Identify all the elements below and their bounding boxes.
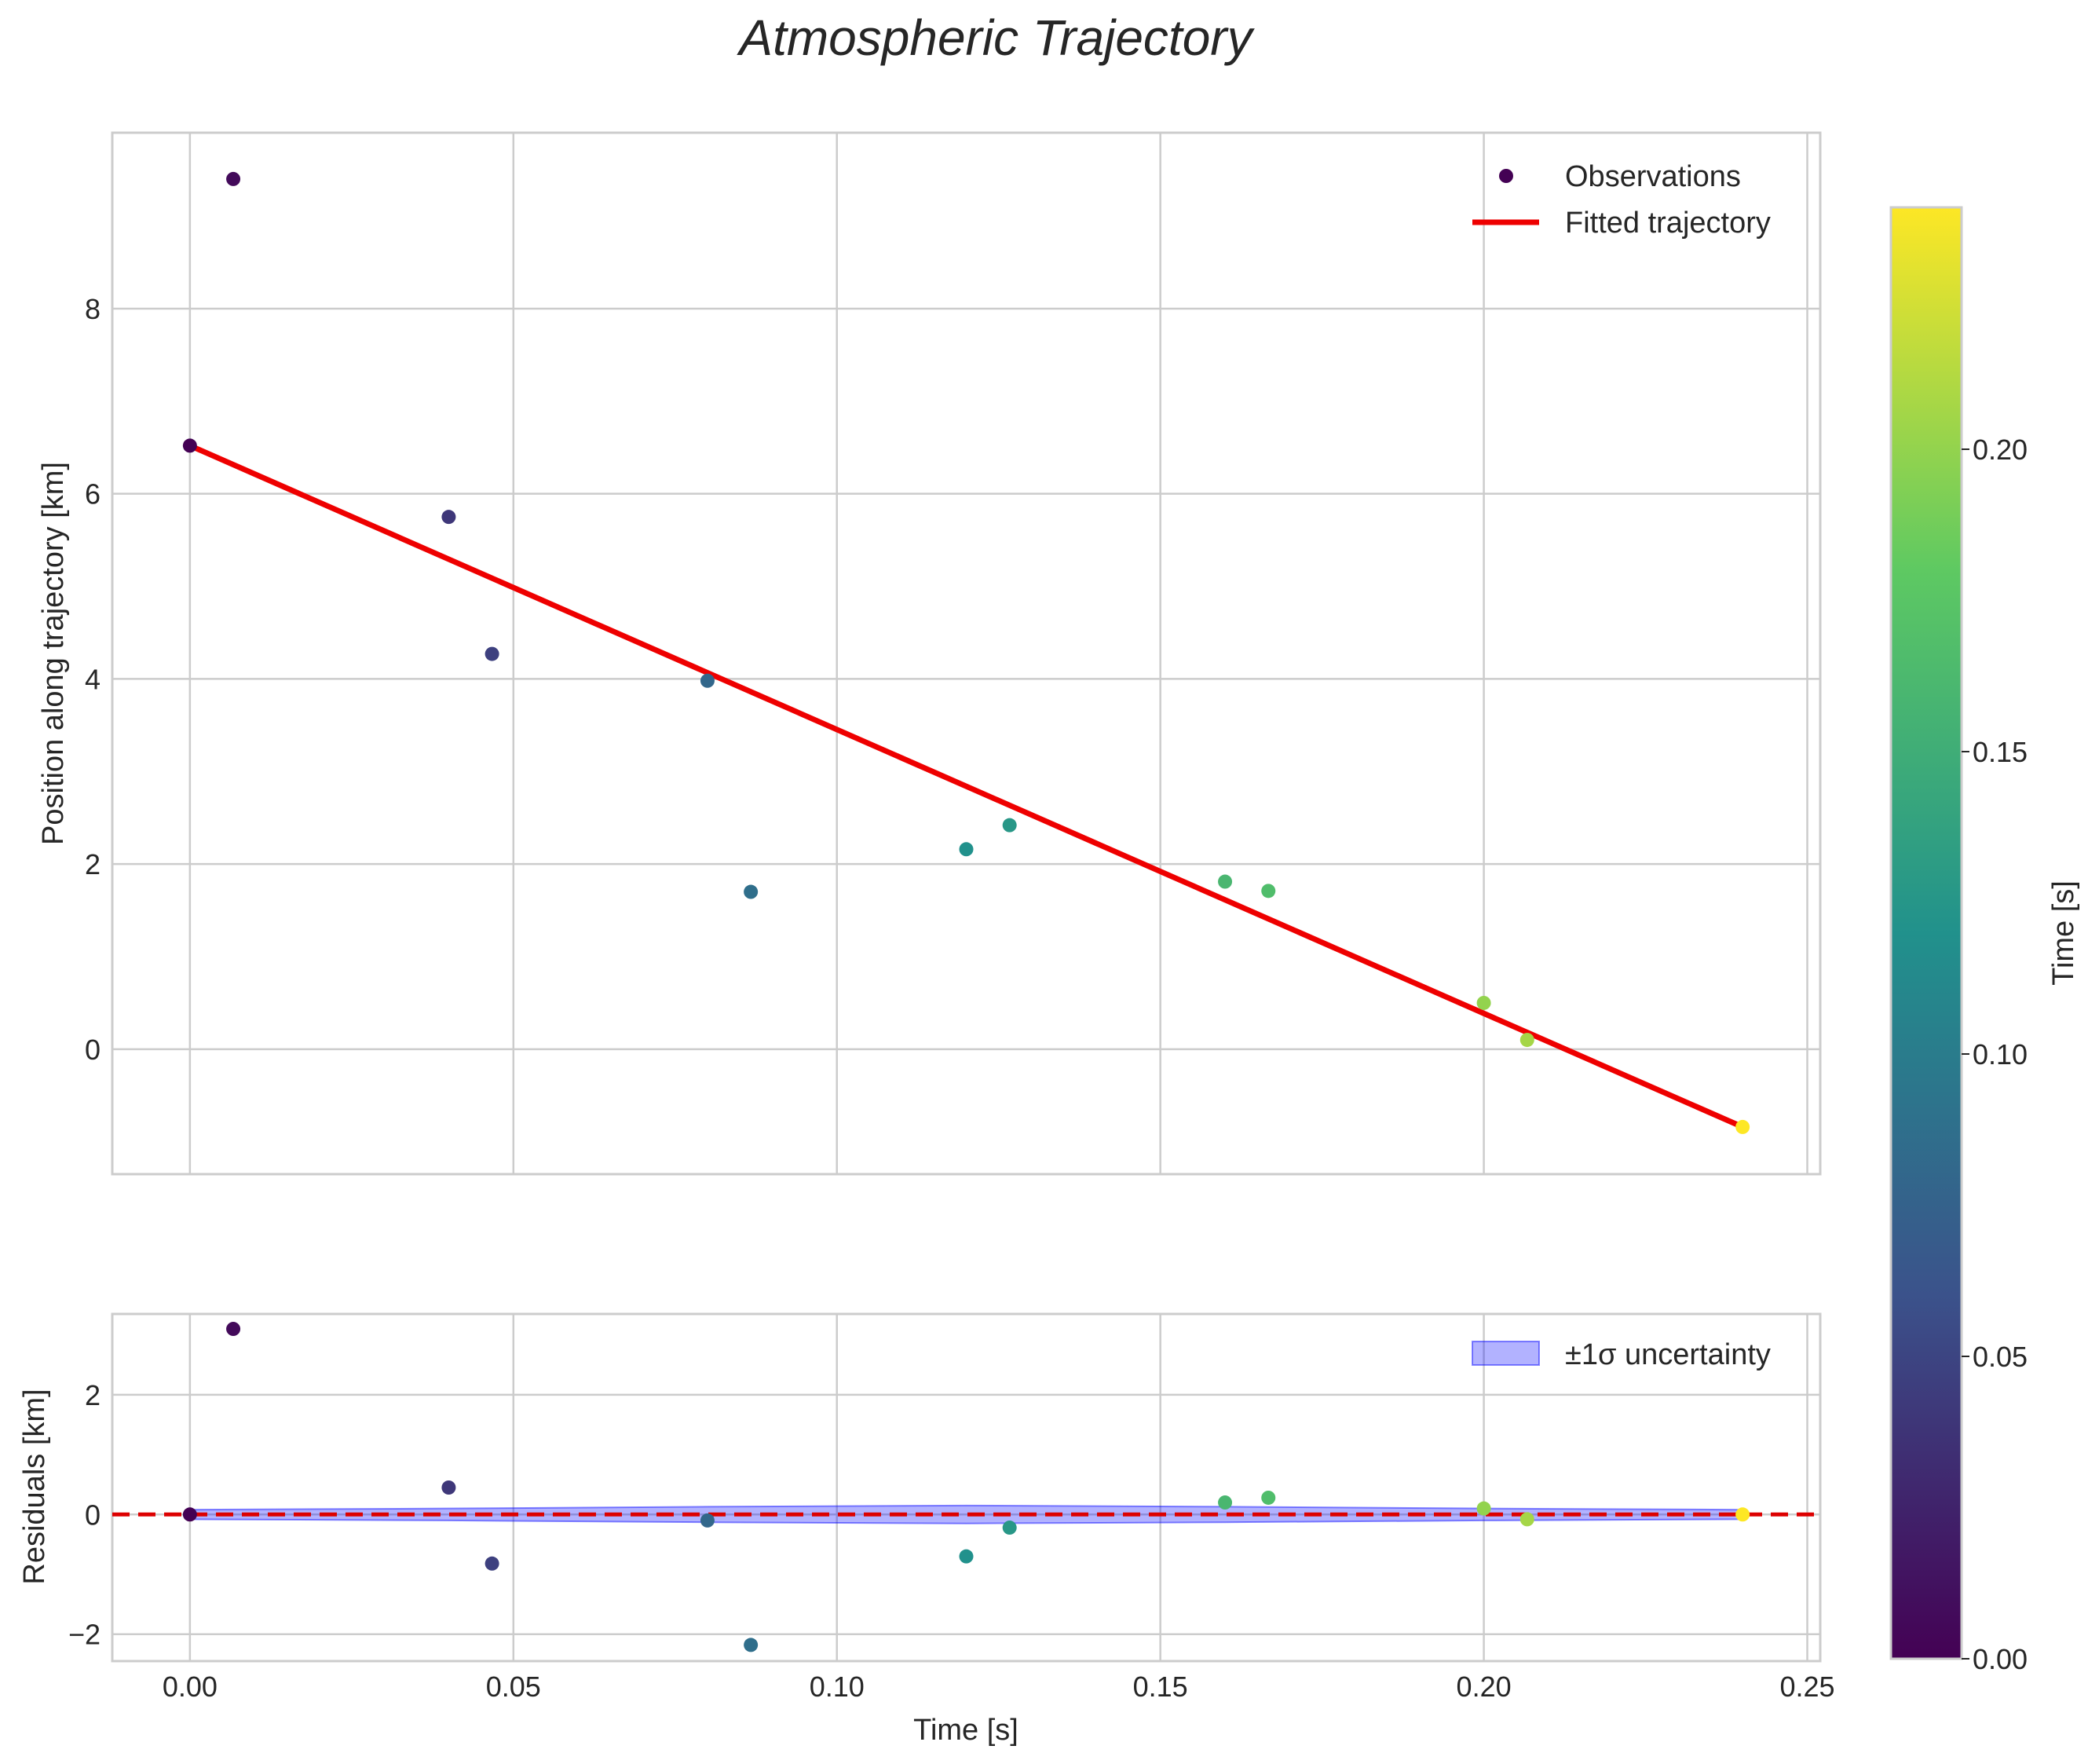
observation-point <box>959 842 974 857</box>
bottom-y-ticks: −2 0 2 <box>68 1379 101 1651</box>
residual-point <box>1519 1512 1534 1527</box>
top-y-axis-label: Position along trajectory [km] <box>37 462 70 845</box>
colorbar-tick-label: 0.00 <box>1973 1643 2028 1675</box>
observation-point <box>700 673 715 688</box>
residual-point <box>1735 1507 1750 1522</box>
top-y-tick-label: 0 <box>85 1034 101 1066</box>
x-tick-label: 0.10 <box>810 1671 865 1703</box>
observation-point <box>1218 874 1233 889</box>
residual-point <box>1261 1490 1276 1505</box>
colorbar-tick-label: 0.15 <box>1973 736 2028 768</box>
top-grid <box>112 133 1820 1174</box>
observation-point <box>182 438 197 453</box>
colorbar-ticks: 0.00 0.05 0.10 0.15 0.20 <box>1962 434 2028 1675</box>
observation-point <box>1519 1033 1534 1048</box>
observation-point <box>1002 818 1017 833</box>
bottom-grid <box>112 1314 1820 1661</box>
bottom-x-ticks: 0.00 0.05 0.10 0.15 0.20 0.25 <box>163 1671 1835 1703</box>
residual-point <box>959 1549 974 1564</box>
bottom-panel: −2 0 2 0.00 0.05 0.10 0.15 0.20 0.25 Residuals … <box>18 1312 1835 1747</box>
residual-point <box>700 1513 715 1528</box>
residual-point <box>441 1480 456 1495</box>
legend-observations-marker <box>1499 169 1513 183</box>
colorbar-label: Time [s] <box>2047 880 2080 986</box>
observation-point <box>1261 884 1276 898</box>
observation-points <box>182 171 1750 1134</box>
chart-title: Atmospheric Trajectory <box>736 9 1255 66</box>
x-tick-label: 0.05 <box>486 1671 541 1703</box>
bottom-y-axis-label: Residuals [km] <box>18 1389 51 1584</box>
colorbar-tick-label: 0.05 <box>1973 1341 2028 1373</box>
colorbar: 0.00 0.05 0.10 0.15 0.20 Time [s] <box>1889 206 2080 1675</box>
colorbar-gradient <box>1889 206 1963 1660</box>
bottom-y-tick-label: 2 <box>85 1379 101 1411</box>
residual-point <box>1476 1501 1491 1516</box>
bottom-panel-frame <box>111 1312 1822 1663</box>
uncertainty-band <box>188 1504 1744 1524</box>
colorbar-tick-label: 0.10 <box>1973 1038 2028 1070</box>
observation-point <box>744 884 759 899</box>
x-tick-label: 0.00 <box>163 1671 218 1703</box>
top-panel-frame <box>111 131 1822 1176</box>
x-axis-label: Time [s] <box>913 1714 1018 1747</box>
observation-point <box>441 510 456 525</box>
top-panel: 0 2 4 6 8 Position along trajectory [km] Obs… <box>37 131 1822 1176</box>
residual-points <box>182 1322 1750 1652</box>
bottom-y-tick-label: −2 <box>68 1619 101 1651</box>
top-y-tick-label: 4 <box>85 663 101 695</box>
observation-point <box>485 646 499 661</box>
legend-fitted-label: Fitted trajectory <box>1565 207 1771 240</box>
observation-point <box>226 171 241 186</box>
x-tick-label: 0.20 <box>1457 1671 1512 1703</box>
legend-uncertainty-swatch <box>1472 1341 1540 1366</box>
residual-point <box>485 1556 499 1571</box>
top-y-tick-label: 6 <box>85 478 101 511</box>
residual-point <box>226 1322 241 1337</box>
residual-point <box>1218 1495 1233 1510</box>
top-y-ticks: 0 2 4 6 8 <box>85 293 101 1066</box>
residual-point <box>1002 1521 1017 1535</box>
top-legend: Observations Fitted trajectory <box>1472 160 1771 240</box>
x-tick-label: 0.15 <box>1133 1671 1188 1703</box>
fitted-trajectory-line <box>187 442 1746 1130</box>
bottom-legend: ±1σ uncertainty <box>1472 1338 1771 1371</box>
bottom-y-tick-label: 0 <box>85 1499 101 1531</box>
top-y-tick-label: 2 <box>85 848 101 880</box>
legend-observations-label: Observations <box>1565 160 1741 193</box>
residual-point <box>182 1507 197 1522</box>
residual-point <box>744 1638 759 1652</box>
observation-point <box>1735 1119 1750 1134</box>
legend-uncertainty-label: ±1σ uncertainty <box>1565 1338 1771 1371</box>
colorbar-tick-label: 0.20 <box>1973 434 2028 466</box>
x-tick-label: 0.25 <box>1779 1671 1834 1703</box>
top-y-tick-label: 8 <box>85 293 101 325</box>
observation-point <box>1476 995 1491 1010</box>
